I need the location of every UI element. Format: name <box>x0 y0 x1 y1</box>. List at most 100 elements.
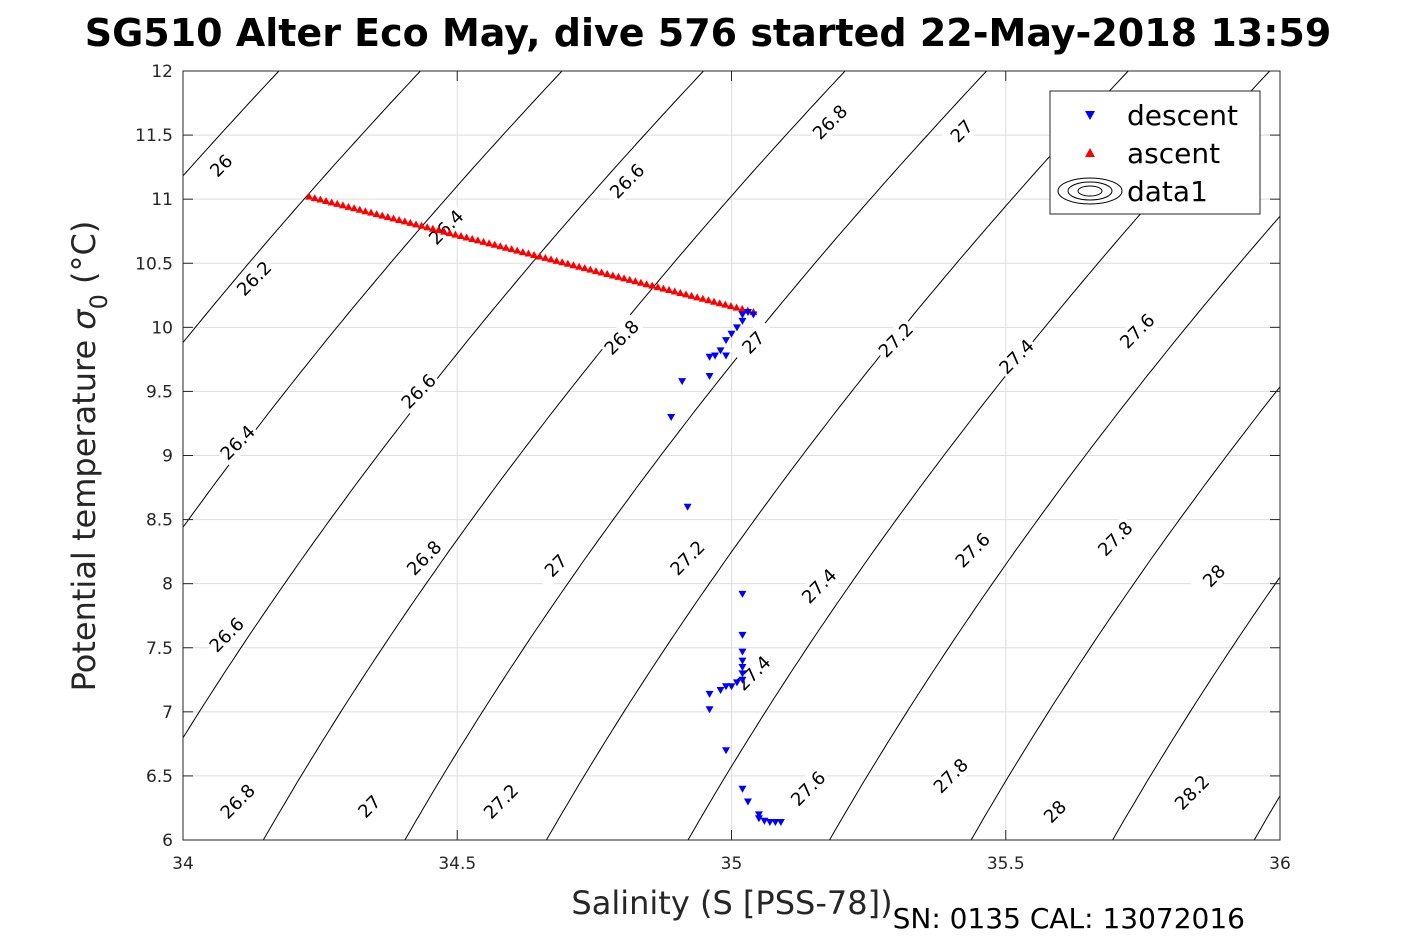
descent-point <box>716 687 725 695</box>
descent-point <box>738 311 747 319</box>
ascent-point <box>423 223 432 231</box>
y-axis-label-symbol: σ <box>65 308 103 330</box>
ascent-point <box>524 249 533 257</box>
contour-label-bg <box>872 316 920 364</box>
legend-contour-icon <box>1057 177 1123 205</box>
contour-label-bg <box>938 107 986 155</box>
ascent-point <box>428 224 437 232</box>
ascent-point <box>552 256 561 264</box>
ascent-point <box>395 215 404 223</box>
descent-point <box>738 676 747 684</box>
ascent-point <box>558 258 567 266</box>
descent-point <box>738 590 747 598</box>
ascent-point <box>530 251 539 259</box>
ascent-point <box>569 261 578 269</box>
ascent-point <box>389 214 398 222</box>
ascent-point <box>445 229 454 237</box>
ascent-point <box>333 199 342 207</box>
y-tick-label: 10 <box>151 318 173 338</box>
contour-label-bg <box>214 419 262 467</box>
ascent-point <box>440 227 449 235</box>
descent-point <box>722 337 731 345</box>
ascent-point <box>383 213 392 221</box>
ascent-point <box>738 305 747 313</box>
descent-point <box>776 819 785 827</box>
ascent-point <box>687 291 696 299</box>
ascent-point <box>322 196 331 204</box>
y-axis-label-subscript: 0 <box>85 294 113 309</box>
contour-label-bg <box>784 765 832 813</box>
density-contour-line <box>183 71 422 344</box>
ascent-point <box>496 242 505 250</box>
y-tick-label: 8.5 <box>146 511 173 531</box>
ascent-point <box>710 297 719 305</box>
y-axis-label-unit: (°C) <box>65 221 103 284</box>
ascent-point <box>580 264 589 272</box>
ascent-point <box>451 230 460 238</box>
descent-point <box>754 811 763 819</box>
y-axis-label: Potential temperature σ0 (°C) <box>65 221 113 692</box>
contour-label-bg <box>1092 515 1139 563</box>
y-tick-label: 11 <box>151 190 173 210</box>
legend-box <box>1049 90 1261 215</box>
legend-descent-label: descent <box>1127 99 1238 132</box>
ascent-point <box>670 287 679 295</box>
ascent-point <box>490 240 499 248</box>
y-axis-label-text: Potential temperature <box>65 340 103 692</box>
ascent-point <box>726 302 735 310</box>
density-contour-line <box>1112 576 1280 840</box>
y-tick-label: 12 <box>151 62 173 82</box>
contour-label-bg <box>1168 769 1216 816</box>
descent-point <box>705 706 714 714</box>
ascent-point <box>665 286 674 294</box>
density-contours <box>183 71 1280 840</box>
ascent-point <box>456 232 465 240</box>
contour-label-bg <box>927 752 975 800</box>
descent-point <box>738 317 747 325</box>
ascent-point <box>485 239 494 247</box>
y-tick-label: 6 <box>162 831 173 851</box>
axis-ticks: 34 34.5 35 35.5 36 6 6.5 7 7.5 8 8.5 9 9.5 10 10.5 11 11… <box>135 62 1291 874</box>
contour-label-bg <box>198 142 245 190</box>
density-contour-line <box>262 71 846 840</box>
ascent-point <box>676 288 685 296</box>
contour-label-bg <box>993 333 1041 381</box>
contour-label-bg <box>1114 307 1161 355</box>
descent-point <box>732 324 741 332</box>
descent-point <box>716 347 725 355</box>
ascent-point <box>603 269 612 277</box>
descent-point <box>738 631 747 639</box>
descent-point <box>738 657 747 665</box>
contour-label-bg <box>603 157 651 205</box>
legend-ascent-marker <box>1085 148 1095 157</box>
contour-label-bg <box>1031 788 1079 836</box>
x-axis-label: Salinity (S [PSS-78]) <box>571 884 892 922</box>
ascent-point <box>620 274 629 282</box>
ascent-point <box>344 202 353 210</box>
contour-label-bg <box>401 534 448 582</box>
ascent-point <box>513 246 522 254</box>
ascent-point <box>715 299 724 307</box>
descent-point <box>738 648 747 656</box>
contour-label-bg <box>730 650 777 697</box>
contour-label-bg <box>1190 552 1238 600</box>
ascent-point <box>659 284 668 292</box>
density-contour-line <box>183 71 280 177</box>
y-tick-label: 7.5 <box>146 639 173 659</box>
ascent-point <box>316 195 325 203</box>
legend: descent ascent data1 <box>1049 90 1261 215</box>
ascent-point <box>636 278 645 286</box>
chart-title: SG510 Alter Eco May, dive 576 started 22… <box>85 11 1332 55</box>
descent-point <box>738 670 747 678</box>
grid <box>183 71 1280 840</box>
ascent-point <box>327 198 336 206</box>
descent-point <box>705 690 714 698</box>
descent-point <box>683 503 692 511</box>
descent-point <box>743 798 752 806</box>
ascent-point <box>648 281 657 289</box>
ascent-point <box>417 221 426 229</box>
descent-point <box>667 414 676 422</box>
contour-label-bg <box>664 534 711 582</box>
x-tick-label: 34.5 <box>438 854 476 874</box>
ascent-point <box>378 211 387 219</box>
